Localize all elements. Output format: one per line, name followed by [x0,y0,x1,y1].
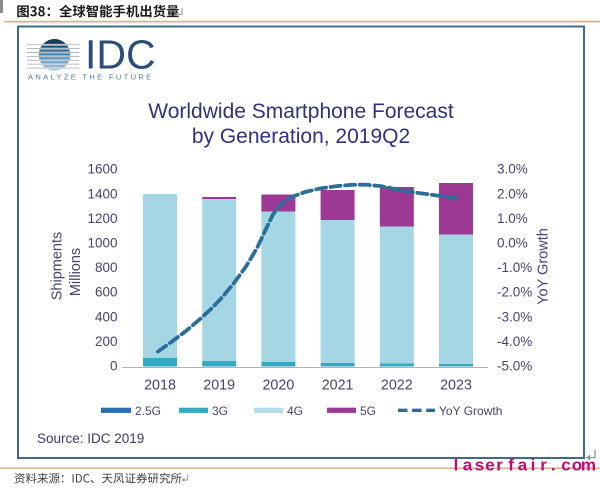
svg-text:2020: 2020 [262,378,294,394]
svg-text:IDC: IDC [85,32,156,78]
svg-text:2.5G: 2.5G [135,404,161,418]
svg-text:2022: 2022 [381,378,413,394]
svg-text:2018: 2018 [144,378,176,394]
svg-text:0.0%: 0.0% [497,236,528,251]
svg-text:600: 600 [95,285,118,300]
svg-text:Shipments: Shipments [50,232,66,301]
svg-text:1000: 1000 [87,236,117,251]
svg-text:400: 400 [95,309,118,324]
svg-text:-3.0%: -3.0% [497,309,532,324]
svg-text:-5.0%: -5.0% [497,359,532,374]
svg-text:1200: 1200 [87,211,117,226]
svg-text:YoY Growth: YoY Growth [439,404,502,418]
svg-text:2.0%: 2.0% [497,186,528,201]
svg-text:4G: 4G [287,404,303,418]
svg-text:800: 800 [95,260,118,275]
svg-text:3G: 3G [212,404,228,418]
svg-text:-4.0%: -4.0% [497,334,532,349]
svg-text:2021: 2021 [322,378,354,394]
svg-text:laserfair.com: laserfair.com [454,456,596,475]
svg-text:1.0%: 1.0% [497,211,528,226]
svg-text:Millions: Millions [68,248,84,296]
svg-text:1400: 1400 [87,186,117,201]
svg-text:5G: 5G [360,404,376,418]
svg-text:2019: 2019 [203,378,235,394]
svg-text:200: 200 [95,334,118,349]
svg-text:-2.0%: -2.0% [497,285,532,300]
svg-text:Worldwide Smartphone Forecast: Worldwide Smartphone Forecast [148,100,454,123]
svg-text:Source: IDC 2019: Source: IDC 2019 [37,431,144,446]
svg-text:ANALYZE THE FUTURE: ANALYZE THE FUTURE [28,73,154,82]
svg-text:-1.0%: -1.0% [497,260,532,275]
svg-text:2023: 2023 [440,378,472,394]
svg-text:0: 0 [110,359,118,374]
svg-text:by Generation, 2019Q2: by Generation, 2019Q2 [192,125,410,148]
svg-text:YoY Growth: YoY Growth [536,228,552,305]
svg-text:1600: 1600 [87,162,117,177]
svg-text:3.0%: 3.0% [497,162,528,177]
